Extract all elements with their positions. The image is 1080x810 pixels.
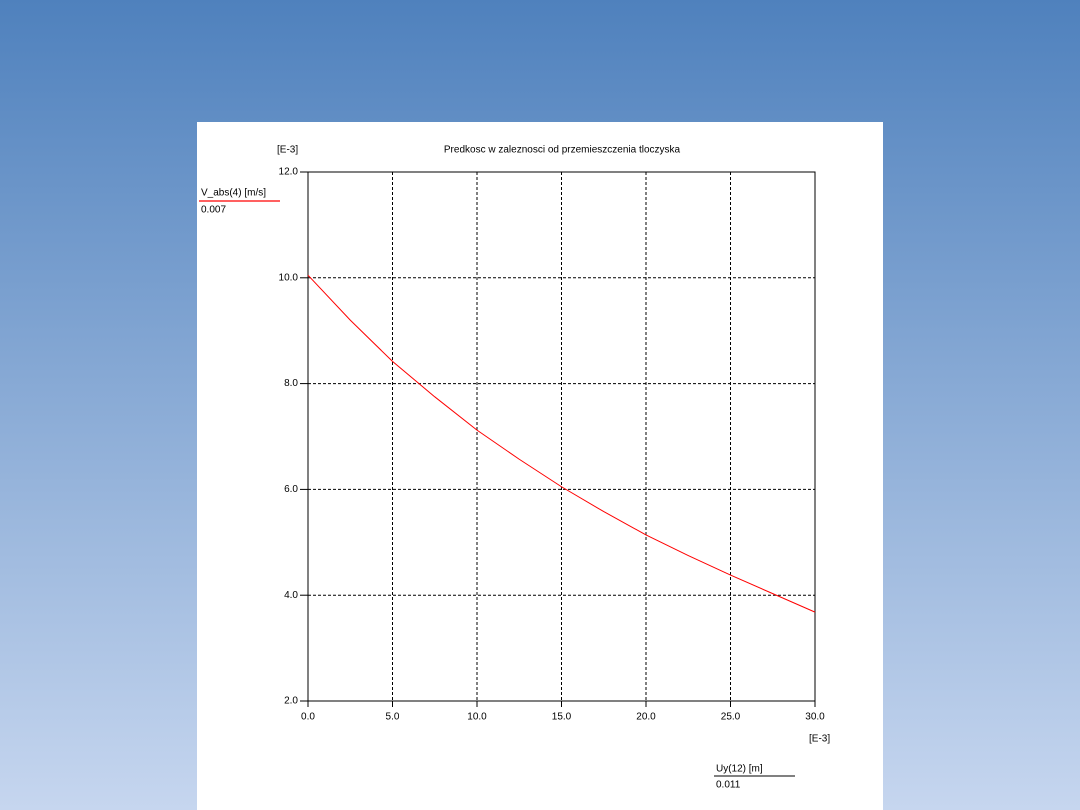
y-tick-label: 4.0 (284, 590, 298, 601)
plot-frame (307, 171, 816, 702)
y-tick-label: 8.0 (284, 378, 298, 389)
x-tick-label: 15.0 (552, 712, 572, 723)
y-tick-label: 2.0 (284, 696, 298, 707)
x-tick-label: 30.0 (805, 712, 825, 723)
series-line (307, 274, 816, 613)
chart-title: Predkosc w zaleznosci od przemieszczenia… (444, 145, 681, 156)
x-unit: [E-3] (809, 734, 830, 745)
x-tick-label: 0.0 (301, 712, 315, 723)
x-axis-label: Uy(12) [m] (716, 764, 763, 775)
y-tick-label: 12.0 (279, 167, 299, 178)
x-tick-label: 10.0 (467, 712, 487, 723)
x-readout: 0.011 (716, 780, 741, 791)
y-readout: 0.007 (201, 205, 226, 216)
y-unit: [E-3] (277, 145, 298, 156)
chart-panel (197, 122, 883, 810)
x-tick-label: 25.0 (721, 712, 741, 723)
x-tick-label: 5.0 (386, 712, 400, 723)
y-tick-label: 10.0 (279, 272, 299, 283)
x-tick-label: 20.0 (636, 712, 656, 723)
y-tick-label: 6.0 (284, 484, 298, 495)
legend-label: V_abs(4) [m/s] (201, 188, 266, 199)
